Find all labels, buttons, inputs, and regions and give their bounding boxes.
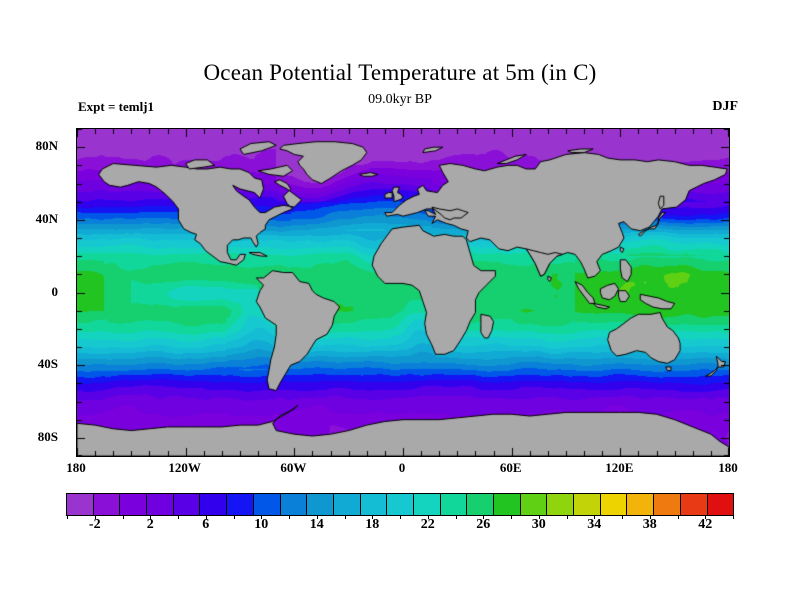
colorbar-swatch-18: [547, 494, 575, 515]
colorbar-swatches: [66, 493, 734, 516]
colorbar-minor-tick: [677, 515, 679, 519]
colorbar-label-10: 10: [254, 517, 269, 532]
colorbar-swatch-23: [680, 494, 708, 515]
colorbar-label-18: 18: [365, 517, 380, 532]
colorbar-minor-tick: [511, 515, 512, 519]
page-title: Ocean Potential Temperature at 5m (in C): [203, 60, 597, 85]
colorbar-minor-tick: [483, 515, 485, 519]
colorbar-minor-tick: [427, 515, 429, 519]
colorbar-swatch-10: [333, 494, 361, 515]
colorbar-swatch-15: [467, 494, 494, 515]
figure-subtitle: 09.0kyr BP: [368, 92, 432, 107]
colorbar-swatch-14: [440, 494, 468, 515]
colorbar-swatch-20: [600, 494, 628, 515]
colorbar-label--2: -2: [88, 517, 101, 532]
colorbar-minor-tick: [455, 515, 457, 519]
colorbar-minor-tick: [400, 515, 401, 519]
colorbar-minor-tick: [178, 515, 179, 519]
colorbar-swatch-7: [253, 494, 281, 515]
colorbar-tick-labels: -2 2 6 10 14 18 22 26 30 34 38 42: [66, 517, 734, 537]
colorbar-label-30: 30: [531, 517, 546, 532]
colorbar-swatch-4: [173, 494, 201, 515]
season-label: DJF: [712, 99, 738, 114]
colorbar-minor-tick: [289, 515, 290, 519]
colorbar-minor-tick: [122, 515, 124, 519]
x-tick-180: 180: [66, 460, 86, 475]
colorbar-swatch-5: [200, 494, 228, 515]
colorbar-minor-tick: [150, 515, 152, 519]
y-tick-40N: 40N: [35, 210, 58, 226]
colorbar-label-6: 6: [202, 517, 210, 532]
colorbar-swatch-17: [520, 494, 548, 515]
colorbar-swatch-8: [280, 494, 308, 515]
y-axis-tick-labels: 80N 40N 0 40S 80S: [0, 128, 70, 455]
colorbar-minor-tick: [594, 515, 596, 519]
y-tick-0: 0: [51, 283, 59, 299]
colorbar-swatch-22: [654, 494, 681, 515]
colorbar-minor-tick: [205, 515, 207, 519]
colorbar-minor-tick: [94, 515, 96, 519]
colorbar-swatch-6: [227, 494, 254, 515]
colorbar-ticks: [66, 515, 734, 520]
colorbar-label-34: 34: [587, 517, 602, 532]
y-tick-40S: 40S: [37, 356, 58, 372]
colorbar-minor-tick: [566, 515, 568, 519]
colorbar-swatch-0: [67, 494, 94, 515]
y-tick-80N: 80N: [35, 138, 58, 154]
colorbar-label-26: 26: [476, 517, 491, 532]
colorbar-minor-tick: [733, 515, 734, 519]
colorbar-swatch-24: [707, 494, 734, 515]
colorbar-minor-tick: [705, 515, 707, 519]
colorbar[interactable]: -2 2 6 10 14 18 22 26 30 34 38 42: [66, 493, 734, 537]
colorbar-swatch-11: [360, 494, 388, 515]
colorbar-swatch-12: [387, 494, 414, 515]
colorbar-swatch-16: [494, 494, 521, 515]
temperature-heatmap: [77, 129, 729, 456]
x-tick-120E: 120E: [605, 460, 634, 475]
colorbar-minor-tick: [622, 515, 623, 519]
colorbar-swatch-19: [574, 494, 601, 515]
colorbar-swatch-9: [307, 494, 334, 515]
x-axis-tick-labels: 180 120W 60W 0 60E 120E 180: [66, 460, 738, 482]
x-tick-0: 0: [398, 460, 406, 475]
colorbar-minor-tick: [261, 515, 263, 519]
colorbar-minor-tick: [649, 515, 651, 519]
map-plot-area[interactable]: [76, 128, 730, 457]
x-tick-180: 180: [718, 460, 738, 475]
colorbar-label-2: 2: [146, 517, 154, 532]
colorbar-swatch-13: [413, 494, 441, 515]
colorbar-minor-tick: [233, 515, 235, 519]
colorbar-minor-tick: [344, 515, 346, 519]
y-tick-80S: 80S: [37, 428, 58, 444]
colorbar-label-22: 22: [420, 517, 435, 532]
colorbar-swatch-3: [147, 494, 174, 515]
colorbar-minor-tick: [372, 515, 374, 519]
colorbar-minor-tick: [316, 515, 318, 519]
colorbar-label-14: 14: [309, 517, 324, 532]
colorbar-swatch-21: [627, 494, 655, 515]
x-tick-60E: 60E: [499, 460, 522, 475]
colorbar-minor-tick: [67, 515, 68, 519]
x-tick-120W: 120W: [168, 460, 201, 475]
colorbar-label-42: 42: [698, 517, 713, 532]
colorbar-swatch-2: [120, 494, 148, 515]
colorbar-swatch-1: [93, 494, 121, 515]
colorbar-minor-tick: [538, 515, 540, 519]
colorbar-label-38: 38: [642, 517, 657, 532]
x-tick-60W: 60W: [280, 460, 307, 475]
experiment-label: Expt = temlj1: [78, 99, 155, 114]
